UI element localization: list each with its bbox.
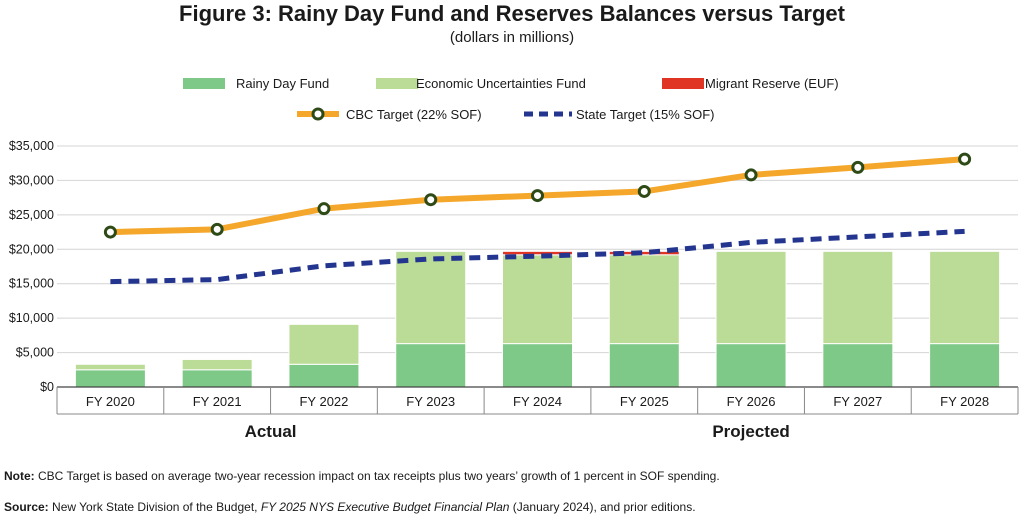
cbc-target-point [744, 168, 758, 182]
legend-swatch [376, 78, 418, 89]
legend-swatch [662, 78, 704, 89]
cbc-target-point [424, 193, 438, 207]
bar-segment [715, 250, 787, 345]
x-group-label: Projected [712, 422, 789, 441]
legend-label: Migrant Reserve (EUF) [705, 76, 839, 91]
y-tick-label: $35,000 [9, 139, 54, 153]
bar-segment [74, 363, 146, 371]
bar-segment [181, 369, 253, 388]
cbc-target-point [637, 184, 651, 198]
cbc-target-point [531, 189, 544, 203]
x-tick-label: FY 2025 [620, 394, 669, 409]
bar-segment [288, 363, 360, 388]
note-text: CBC Target is based on average two-year … [38, 469, 720, 483]
bar-segment [608, 254, 680, 345]
source-label: Source: [4, 500, 49, 514]
y-tick-label: $0 [40, 380, 54, 394]
x-group-label: Actual [245, 422, 297, 441]
y-tick-label: $30,000 [9, 173, 54, 187]
bar-segment [822, 343, 894, 388]
legend-label: State Target (15% SOF) [576, 107, 715, 122]
bar-segment [74, 369, 146, 388]
chart-title: Figure 3: Rainy Day Fund and Reserves Ba… [179, 1, 845, 26]
note-footnote: Note: CBC Target is based on average two… [4, 469, 720, 483]
bar-segment [288, 323, 360, 365]
bar-segment [502, 254, 573, 345]
y-tick-label: $5,000 [16, 346, 54, 360]
legend-label: Rainy Day Fund [236, 76, 329, 91]
bar-segment [715, 343, 787, 388]
cbc-target-point [317, 202, 331, 216]
source-footnote: Source: New York State Division of the B… [4, 500, 696, 514]
legend-cbc-marker [311, 107, 325, 121]
bar-segment [395, 250, 467, 345]
x-tick-label: FY 2028 [940, 394, 989, 409]
cbc-target-point [851, 160, 865, 174]
legend-label: CBC Target (22% SOF) [346, 107, 482, 122]
source-text-2: (January 2024), and prior editions. [509, 500, 696, 514]
legend-swatch [183, 78, 225, 89]
bar-segment [929, 343, 1001, 388]
x-tick-label: FY 2022 [299, 394, 348, 409]
source-text-italic: FY 2025 NYS Executive Budget Financial P… [260, 500, 510, 514]
x-tick-label: FY 2027 [833, 394, 882, 409]
bar-segment [395, 343, 467, 388]
x-tick-label: FY 2024 [513, 394, 562, 409]
bar-segment [608, 343, 680, 388]
cbc-target-point [210, 222, 224, 236]
cbc-target-point [958, 152, 972, 166]
x-tick-label: FY 2023 [406, 394, 455, 409]
bar-segment [929, 250, 1001, 345]
cbc-target-point [103, 225, 117, 239]
y-tick-label: $15,000 [9, 277, 54, 291]
x-tick-label: FY 2021 [193, 394, 242, 409]
x-tick-label: FY 2020 [86, 394, 135, 409]
bar-segment [822, 250, 894, 345]
legend-label: Economic Uncertainties Fund [416, 76, 586, 91]
bar-segment [181, 358, 253, 371]
bar-segment [502, 343, 573, 388]
source-text-1: New York State Division of the Budget, [52, 500, 261, 514]
y-tick-label: $25,000 [9, 208, 54, 222]
chart-subtitle: (dollars in millions) [449, 29, 575, 46]
x-tick-label: FY 2026 [727, 394, 776, 409]
note-label: Note: [4, 469, 35, 483]
y-tick-label: $20,000 [9, 242, 54, 256]
y-tick-label: $10,000 [9, 311, 54, 325]
bar-segment [502, 250, 573, 256]
bar-segment [608, 250, 680, 256]
